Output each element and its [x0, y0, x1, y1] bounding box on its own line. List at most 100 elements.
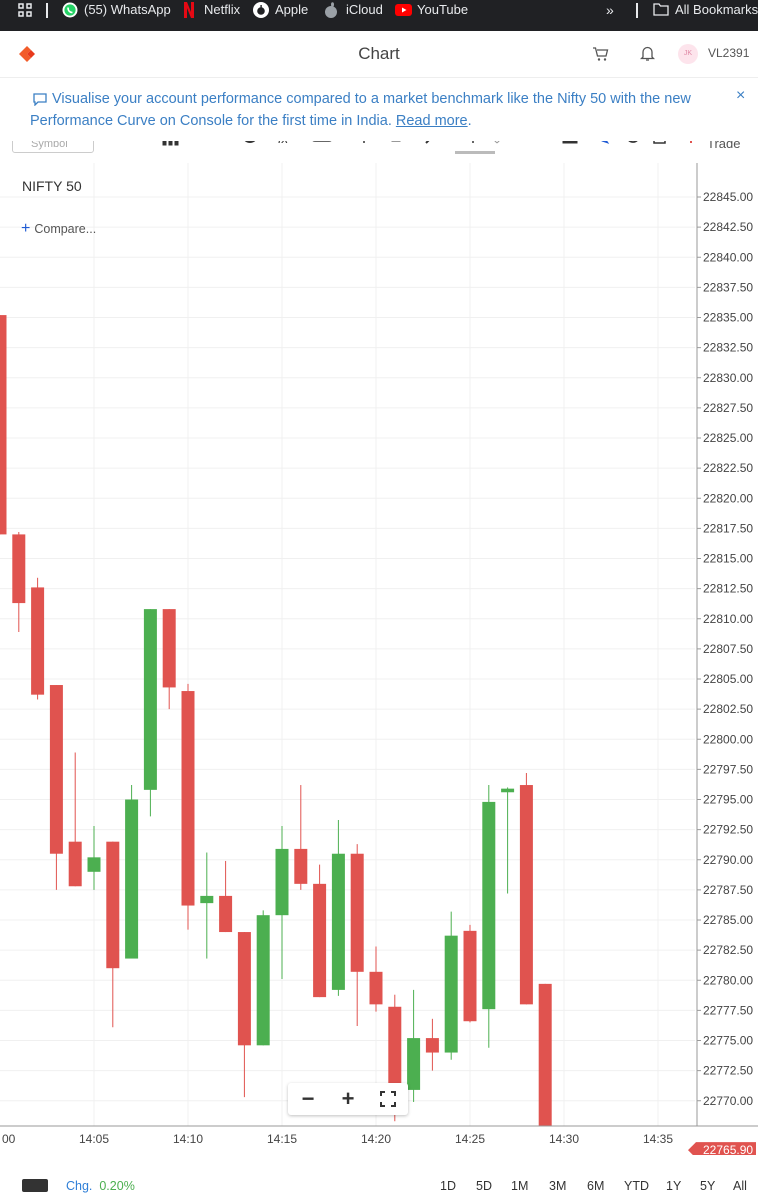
kite-logo-icon[interactable] — [18, 46, 40, 67]
x-tick-label: 14:30 — [549, 1132, 579, 1146]
apps-grid-icon[interactable] — [18, 0, 32, 20]
app-header: Chart JK VL2391 — [0, 31, 758, 78]
keyboard-icon[interactable] — [22, 1179, 48, 1192]
y-tick-label: 22822.50 — [703, 461, 753, 475]
y-tick-label: 22772.50 — [703, 1064, 753, 1078]
compare-button[interactable]: + Compare... — [21, 220, 97, 237]
candle-body — [519, 785, 533, 1005]
refresh-icon — [628, 141, 638, 143]
candle — [369, 946, 383, 1012]
candle-body — [181, 691, 195, 906]
x-tick-label: 14:15 — [267, 1132, 297, 1146]
x-tick-label: 14:25 — [455, 1132, 485, 1146]
bookmark-apple[interactable]: Apple — [253, 0, 308, 20]
y-tick-label: 22842.50 — [703, 220, 753, 234]
y-tick-label: 22777.50 — [703, 1003, 753, 1017]
zoom-in-button[interactable]: + — [341, 1086, 355, 1111]
candle-body — [538, 983, 552, 1126]
candlestick-chart[interactable]: 22845.00 22842.50 22840.00 22837.50 22835.00… — [0, 163, 758, 1155]
range-1y[interactable]: 1Y — [666, 1179, 682, 1193]
bookmark-whatsapp[interactable]: (55) WhatsApp — [62, 0, 171, 20]
candle — [68, 752, 82, 887]
candle — [313, 864, 327, 998]
symbol-search-input[interactable]: Symbol — [12, 141, 94, 153]
candle-body — [444, 935, 458, 1053]
range-6m[interactable]: 6M — [587, 1179, 605, 1193]
whatsapp-icon — [62, 2, 78, 18]
bookmark-netflix[interactable]: Netflix — [182, 0, 240, 20]
plus-icon: + — [21, 220, 31, 237]
draw-icon — [425, 141, 430, 144]
bookmark-icloud[interactable]: iCloud — [324, 0, 383, 20]
y-tick-label: 22770.00 — [703, 1094, 753, 1108]
candle-body — [369, 971, 383, 1005]
range-5y[interactable]: 5Y — [700, 1179, 716, 1193]
candle-body — [425, 1038, 439, 1053]
candle-body — [219, 895, 233, 933]
range-all[interactable]: All — [733, 1179, 747, 1193]
bookmarks-separator — [46, 3, 48, 18]
instrument-label: NIFTY 50 — [22, 178, 82, 194]
candle — [0, 315, 7, 535]
candle-body — [31, 587, 45, 695]
candle-body — [0, 315, 7, 535]
trade-button[interactable]: Trade — [707, 141, 741, 151]
candle — [482, 785, 496, 1048]
all-bookmarks[interactable]: All Bookmarks — [653, 0, 758, 20]
y-tick-label: 22812.50 — [703, 582, 753, 596]
fullscreen-icon[interactable] — [368, 1083, 408, 1115]
candle-body — [482, 801, 496, 1010]
range-5d[interactable]: 5D — [476, 1179, 492, 1193]
close-banner-icon[interactable]: × — [736, 87, 746, 104]
bell-icon[interactable] — [639, 45, 656, 67]
read-more-link[interactable]: Read more — [395, 113, 468, 129]
chart-area[interactable]: 22845.00 22842.50 22840.00 22837.50 22835.00… — [0, 163, 758, 1155]
candle-body — [143, 609, 157, 790]
candle — [256, 910, 270, 1046]
candle — [331, 819, 345, 996]
y-tick-label: 22820.00 — [703, 491, 753, 505]
y-tick-label: 22805.00 — [703, 672, 753, 686]
y-tick-label: 22800.00 — [703, 732, 753, 746]
candle — [407, 989, 421, 1102]
clock-icon — [244, 141, 256, 143]
range-1m[interactable]: 1M — [511, 1179, 529, 1193]
bookmark-youtube[interactable]: YouTube — [395, 0, 468, 20]
candle-body — [162, 609, 176, 688]
range-1d[interactable]: 1D — [440, 1179, 456, 1193]
candle — [125, 785, 139, 959]
chart-toolbar: Symbol fx Trade — [0, 141, 758, 163]
range-ytd[interactable]: YTD — [624, 1179, 649, 1193]
y-tick-label: 22797.50 — [703, 762, 753, 776]
last-price-label: 22765.90 — [703, 1143, 753, 1155]
candle-body — [87, 857, 101, 872]
apple-icon — [253, 2, 269, 18]
candle — [463, 924, 477, 1023]
zoom-out-button[interactable]: − — [301, 1086, 315, 1111]
candle-body — [275, 848, 289, 916]
candle — [444, 911, 458, 1060]
x-tick-label: 00 — [2, 1132, 16, 1146]
candle — [294, 785, 308, 890]
folder-icon — [653, 2, 669, 18]
bookmarks-separator — [636, 3, 638, 18]
toolbar-icons: fx — [162, 141, 692, 154]
candle-body — [12, 534, 26, 604]
candle — [31, 577, 45, 700]
candle — [162, 609, 176, 710]
y-tick-label: 22840.00 — [703, 250, 753, 264]
page-title: Chart — [358, 44, 400, 63]
range-3m[interactable]: 3M — [549, 1179, 567, 1193]
candle-body — [68, 841, 82, 887]
candle — [106, 841, 120, 1028]
avatar[interactable]: JK — [678, 44, 698, 64]
x-tick-label: 14:20 — [361, 1132, 391, 1146]
cart-icon[interactable] — [592, 46, 609, 67]
user-id[interactable]: VL2391 — [708, 46, 750, 60]
y-tick-label: 22780.00 — [703, 973, 753, 987]
bookmarks-overflow-icon[interactable]: » — [606, 2, 614, 18]
dropdown-icon — [494, 141, 498, 144]
y-tick-label: 22832.50 — [703, 341, 753, 355]
y-tick-label: 22825.00 — [703, 431, 753, 445]
last-price-tag — [688, 1142, 756, 1155]
